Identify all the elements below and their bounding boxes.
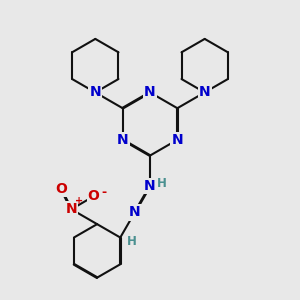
Text: N: N xyxy=(199,85,211,99)
Text: N: N xyxy=(172,133,183,147)
Text: H: H xyxy=(157,177,167,190)
Text: O: O xyxy=(55,182,67,196)
Text: -: - xyxy=(101,186,106,199)
Text: N: N xyxy=(144,85,156,99)
Text: N: N xyxy=(129,206,141,219)
Text: H: H xyxy=(127,235,137,248)
Text: N: N xyxy=(66,202,77,216)
Text: N: N xyxy=(89,85,101,99)
Text: O: O xyxy=(88,189,100,203)
Text: +: + xyxy=(75,196,83,206)
Text: N: N xyxy=(117,133,128,147)
Text: N: N xyxy=(144,179,156,193)
